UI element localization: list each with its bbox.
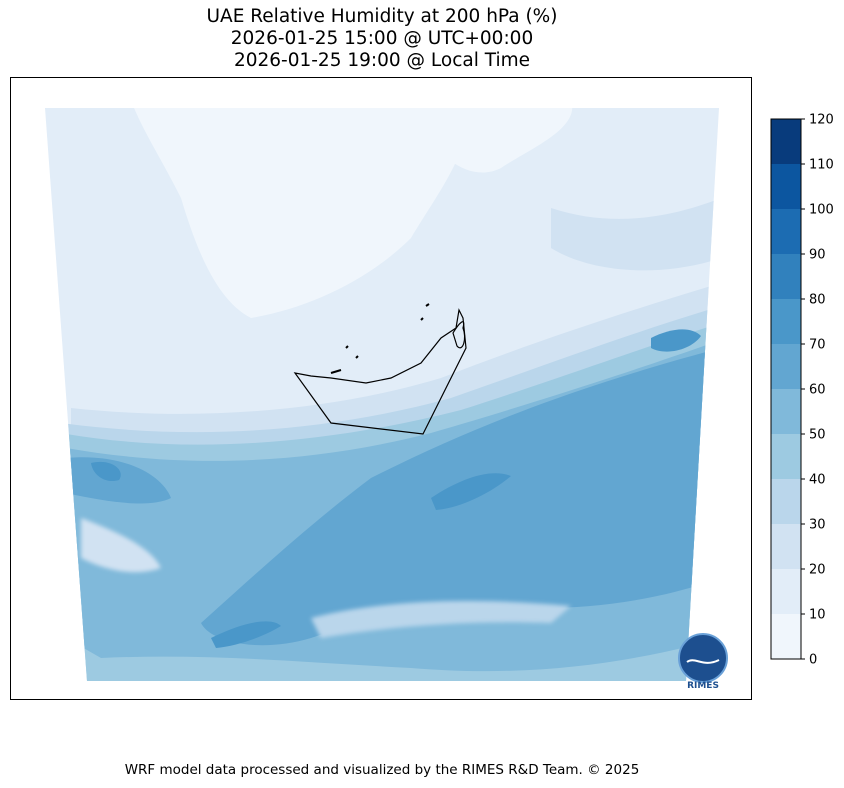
contour-70-80 bbox=[431, 473, 511, 510]
colorbar-tick-label: 30 bbox=[809, 518, 826, 533]
footer-credit: WRF model data processed and visualized … bbox=[124, 762, 640, 778]
title-line-local-time: 2026-01-25 19:00 @ Local Time bbox=[233, 50, 531, 71]
colorbar-tick-label: 90 bbox=[809, 248, 826, 263]
title-line-utc-time: 2026-01-25 15:00 @ UTC+00:00 bbox=[230, 28, 534, 49]
contour-10-20 bbox=[81, 518, 161, 573]
colorbar-block bbox=[771, 344, 801, 389]
colorbar-tick-label: 100 bbox=[809, 203, 834, 218]
colorbar-block bbox=[771, 164, 801, 209]
colorbar-blocks bbox=[771, 119, 801, 659]
contour-20-30 bbox=[551, 198, 719, 271]
colorbar-ticks: 0 10 20 30 40 50 60 70 80 90 100 110 120 bbox=[801, 113, 834, 668]
colorbar-block bbox=[771, 434, 801, 479]
colorbar-block bbox=[771, 614, 801, 659]
logo-globe-icon bbox=[678, 633, 728, 683]
map-panel: RIMES bbox=[10, 77, 752, 700]
contour-0-10 bbox=[131, 108, 467, 318]
colorbar-block bbox=[771, 524, 801, 569]
logo-text: RIMES bbox=[687, 681, 719, 691]
colorbar-tick-label: 0 bbox=[809, 653, 817, 668]
humidity-contours bbox=[45, 108, 719, 681]
colorbar-block bbox=[771, 479, 801, 524]
colorbar-block bbox=[771, 569, 801, 614]
country-boundary bbox=[293, 303, 467, 435]
colorbar-svg: 0 10 20 30 40 50 60 70 80 90 100 110 120 bbox=[770, 113, 834, 668]
colorbar-tick-label: 80 bbox=[809, 293, 826, 308]
colorbar-tick-label: 10 bbox=[809, 608, 826, 623]
title-line-variable: UAE Relative Humidity at 200 hPa (%) bbox=[206, 6, 558, 27]
rimes-logo: RIMES bbox=[678, 633, 728, 691]
map-title: UAE Relative Humidity at 200 hPa (%) 202… bbox=[0, 6, 764, 72]
contour-70-80 bbox=[211, 621, 281, 648]
colorbar-block bbox=[771, 209, 801, 254]
colorbar-block bbox=[771, 299, 801, 344]
colorbar-tick-label: 20 bbox=[809, 563, 826, 578]
contour-60-70 bbox=[66, 457, 171, 504]
contour-20-30 bbox=[71, 283, 719, 458]
colorbar-block bbox=[771, 119, 801, 164]
contour-20-30 bbox=[311, 601, 571, 638]
colorbar-tick-label: 70 bbox=[809, 338, 826, 353]
coast-islands bbox=[330, 303, 430, 374]
colorbar-tick-label: 110 bbox=[809, 158, 834, 173]
colorbar: 0 10 20 30 40 50 60 70 80 90 100 110 120 bbox=[770, 113, 834, 668]
contour-70-80 bbox=[91, 461, 121, 482]
contour-0-10 bbox=[421, 108, 573, 173]
colorbar-tick-label: 120 bbox=[809, 113, 834, 128]
musandam-outline bbox=[452, 321, 466, 349]
colorbar-tick-label: 40 bbox=[809, 473, 826, 488]
colorbar-block bbox=[771, 389, 801, 434]
contour-70-80 bbox=[651, 329, 701, 352]
colorbar-tick-label: 50 bbox=[809, 428, 826, 443]
colorbar-tick-label: 60 bbox=[809, 383, 826, 398]
humidity-map: RIMES bbox=[45, 108, 728, 691]
colorbar-block bbox=[771, 254, 801, 299]
